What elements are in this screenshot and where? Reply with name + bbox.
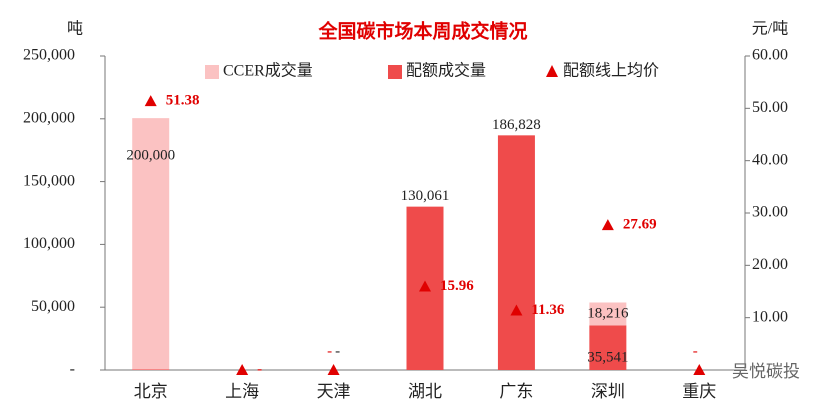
bar <box>132 118 170 370</box>
price-marker <box>510 304 523 316</box>
y2-tick-label: 30.00 <box>752 204 788 221</box>
y2-tick-label: 20.00 <box>752 256 788 273</box>
value-label: 130,061 <box>401 188 450 204</box>
x-tick-label: 上海 <box>225 382 259 401</box>
price-marker <box>236 364 249 375</box>
y-tick-label: 50,000 <box>31 298 75 315</box>
y-tick-label: 100,000 <box>23 235 75 252</box>
y2-tick-label: 40.00 <box>752 151 788 168</box>
legend-marker <box>546 65 558 77</box>
bar <box>589 325 627 370</box>
legend-label: CCER成交量 <box>223 62 313 80</box>
legend-label: 配额成交量 <box>406 62 486 80</box>
bar <box>497 135 535 370</box>
price-marker <box>327 364 340 375</box>
x-tick-label: 广东 <box>499 382 533 401</box>
x-tick-label: 湖北 <box>408 382 442 401</box>
y2-axis-label: 元/吨 <box>752 20 788 38</box>
value-label: 186,828 <box>492 117 541 133</box>
value-label: - <box>327 343 332 359</box>
price-marker <box>601 219 614 231</box>
x-tick-label: 重庆 <box>682 382 716 401</box>
price-label: 27.69 <box>623 217 657 233</box>
y-tick-label: 150,000 <box>23 172 75 189</box>
watermark: 吴悦碳投 <box>732 362 800 381</box>
price-label: - <box>257 361 262 377</box>
value-label: 35,541 <box>587 349 628 365</box>
value-label: - <box>335 343 340 359</box>
price-label: 15.96 <box>440 278 474 294</box>
y2-tick-label: 50.00 <box>752 99 788 116</box>
y2-tick-label: 10.00 <box>752 308 788 325</box>
y-tick-label: 200,000 <box>23 109 75 126</box>
x-tick-label: 北京 <box>134 382 168 401</box>
y-tick-label: 250,000 <box>23 47 75 64</box>
bar <box>589 302 627 326</box>
y-axis-label: 吨 <box>67 20 83 38</box>
x-tick-label: 天津 <box>317 382 351 401</box>
value-label: 200,000 <box>126 148 175 164</box>
price-marker <box>693 364 706 375</box>
legend-label: 配额线上均价 <box>563 62 659 80</box>
y2-tick-label: 60.00 <box>752 47 788 64</box>
price-label: 11.36 <box>531 302 564 318</box>
price-marker <box>419 280 431 292</box>
value-label: 18,216 <box>587 305 629 321</box>
bar <box>132 369 170 370</box>
legend-swatch <box>388 65 402 79</box>
value-label: - <box>693 343 698 359</box>
y-tick-label: - <box>70 361 75 378</box>
x-tick-label: 深圳 <box>591 382 625 401</box>
legend-swatch <box>205 65 219 79</box>
price-marker <box>144 95 157 107</box>
price-label: 51.38 <box>166 93 200 109</box>
chart-title: 全国碳市场本周成交情况 <box>317 19 527 42</box>
